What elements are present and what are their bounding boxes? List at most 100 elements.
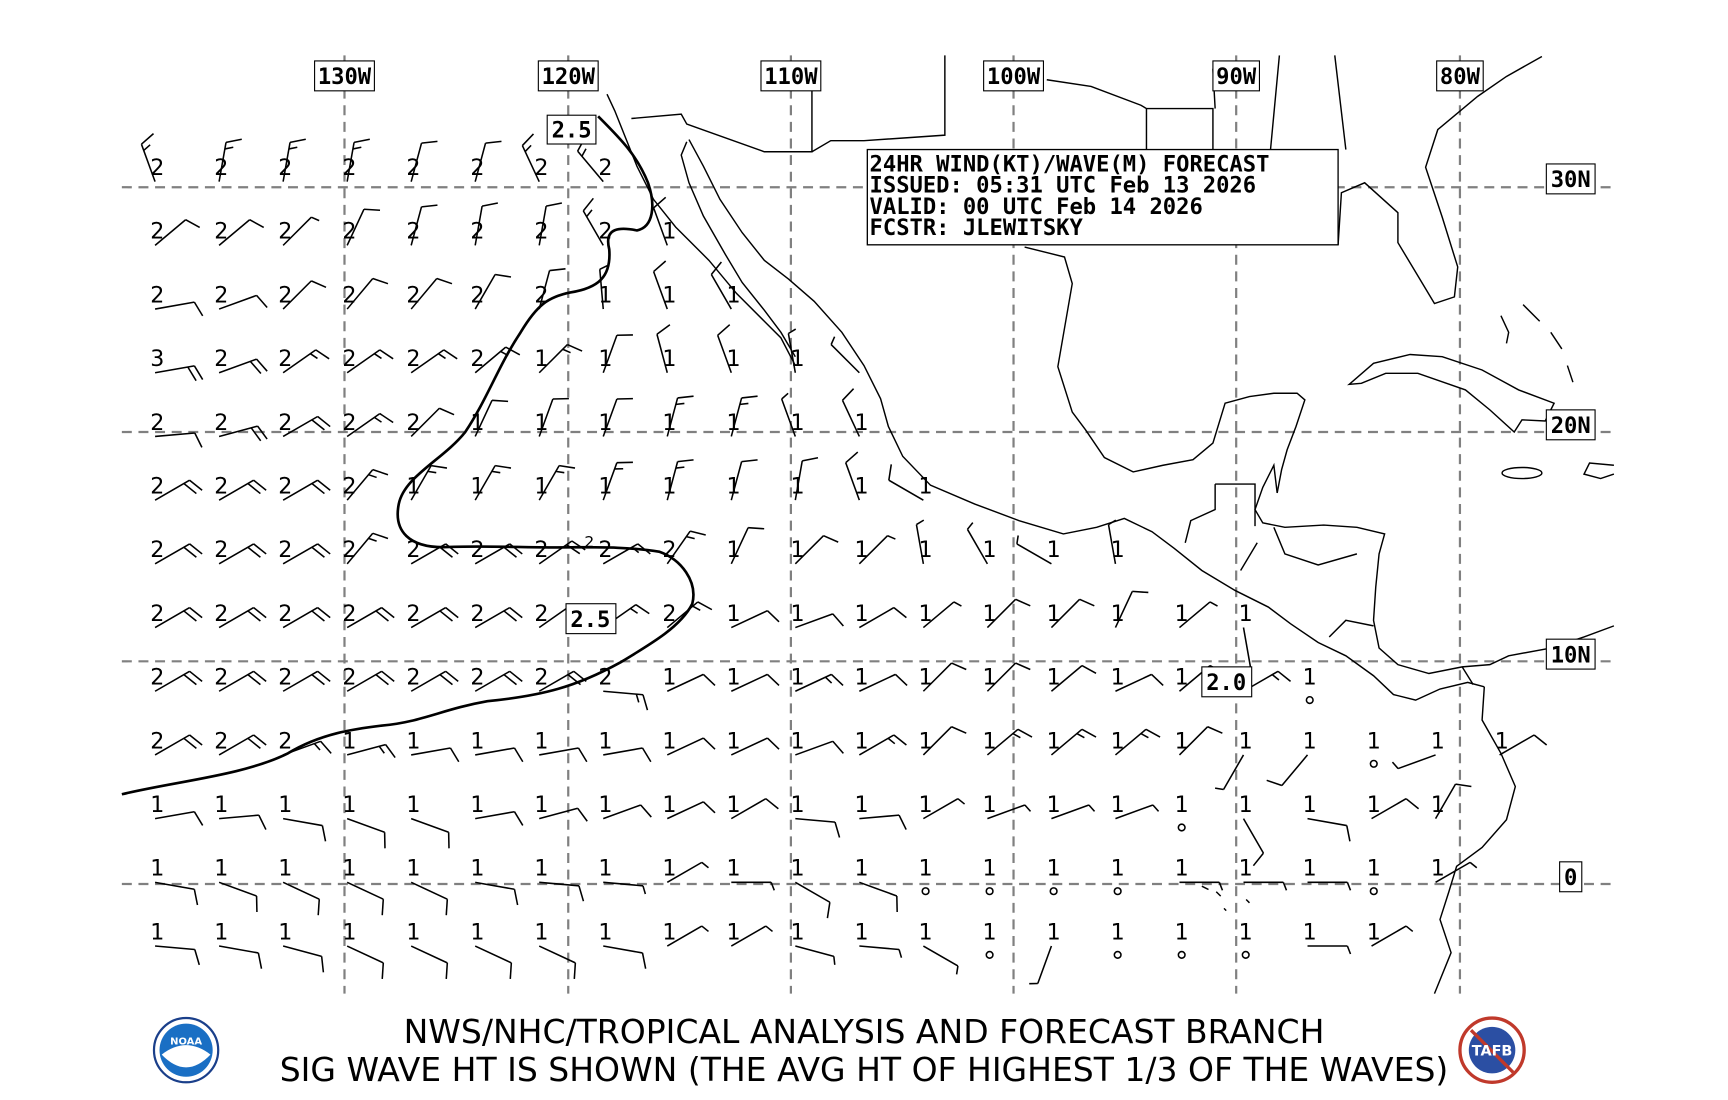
wind-barb-staff [666,673,704,692]
wind-barb [858,606,907,629]
wind-barb-full [567,343,583,352]
wave-height-value: 1 [150,919,164,945]
wave-height-value: 1 [662,792,676,818]
wind-barb-half [675,402,685,406]
wind-barb [154,301,204,317]
wind-barb-full [193,889,199,906]
wind-barb-half [887,737,896,745]
wave-height-value: 2 [342,219,356,245]
wave-height-value: 1 [534,792,548,818]
wind-barb-full [653,196,667,209]
wind-barb [666,601,713,629]
wave-height-value: 1 [214,919,228,945]
title-line-forecaster: FCSTR: JLEWITSKY [870,215,1084,241]
wind-barb-staff [652,207,669,246]
wind-barb [474,273,512,310]
wave-height-value: 1 [662,474,676,500]
wind-barb-staff [652,271,669,310]
wind-barb-staff [282,543,319,565]
wind-barb-staff [922,945,959,967]
wind-barb-full [1015,662,1031,671]
wind-barb [666,861,709,883]
wind-barb-full [545,202,563,207]
wave-height-value: 1 [1495,728,1509,754]
wind-barb-full [436,277,453,285]
wind-barb [666,801,716,820]
wind-barb [218,219,265,246]
baja-east-coast [680,141,796,358]
wave-height-value: 1 [662,856,676,882]
footer-description-line: SIG WAVE HT IS SHOWN (THE AVG HT OF HIGH… [279,1050,1449,1089]
wind-barb [602,543,651,565]
wind-barb [966,522,989,565]
wind-barb-half [1346,945,1352,955]
wind-barb [858,734,907,756]
wave-height-value: 2 [214,410,228,436]
wind-barb-full [430,464,448,469]
wave-height-value: 2 [278,728,292,754]
galapagos-islands [1201,885,1250,912]
wind-barb-full [189,543,203,555]
wind-barb [1113,950,1122,959]
wind-barb-staff [410,142,423,182]
wind-barb [154,606,203,629]
wind-barb-half [1076,732,1085,739]
wave-height-value: 1 [1431,728,1445,754]
wind-barb [795,817,841,838]
wind-barb-full [421,204,438,208]
longitude-labels: 130W 120W 110W 100W 90W 80W [314,60,1484,92]
wave-height-values-layer: 2 2 2 2 2 2 2 2 2 2 2 2 2 2 2 2 1 2 2 2 2 2 2 2 1 1 1 3 2 2 2 2 2 1 1 1 1 1 2 2… [150,155,1509,945]
wave-height-value: 1 [214,792,228,818]
wind-barb [346,743,396,759]
wave-height-value: 2 [342,410,356,436]
wind-barb [859,673,908,692]
wind-barb-full [1081,664,1097,675]
wind-barb-staff [346,278,374,310]
wind-barb-staff [282,881,320,900]
wave-height-value: 1 [598,792,612,818]
wind-barb-half [631,546,640,554]
wind-barb-full [702,737,716,750]
wind-barb-full [741,459,758,463]
wind-barb [602,334,633,374]
wind-barb [538,945,577,979]
wind-barb-full [1266,779,1283,787]
wind-barb [218,479,267,501]
wind-barb-staff [858,606,895,629]
wind-barb [730,609,780,629]
wind-barb [1049,887,1058,896]
wind-barb-staff [603,881,644,887]
wave-height-value: 1 [1303,919,1317,945]
wind-barb-full [492,399,509,403]
wind-barb-half [781,392,789,400]
wave-height-value: 2 [278,155,292,181]
wind-barb-staff [1016,543,1052,565]
wave-height-value: 2 [470,537,484,563]
wave-height-value: 1 [1175,601,1189,627]
wind-barb-staff [603,945,643,954]
wind-barb-half [1346,882,1352,891]
florida-coast [1337,55,1543,305]
wind-barb-full [255,294,268,308]
wind-barb-full [439,674,453,686]
wind-barb-full [375,610,389,622]
wind-barb-staff [666,461,679,501]
wind-barb [794,881,831,919]
contour-label-text: 2.5 [570,607,610,633]
wave-height-value: 1 [598,282,612,308]
wind-barb-full [439,407,455,416]
wind-barb-full [256,425,268,440]
wind-barb-full [317,415,331,428]
footer-agency-line: NWS/NHC/TROPICAL ANALYSIS AND FORECAST B… [403,1012,1325,1051]
wind-barb [475,881,519,906]
wind-barb [282,216,320,246]
wind-barb [1177,950,1186,959]
wind-barb-staff [410,945,448,964]
wind-barb [346,277,389,310]
wind-barb [410,670,459,692]
wind-barb-staff [602,804,641,820]
wave-height-value: 2 [278,665,292,691]
wind-barb-full [766,673,780,687]
wind-barb-half [368,473,377,479]
wind-barb-staff [730,527,749,565]
